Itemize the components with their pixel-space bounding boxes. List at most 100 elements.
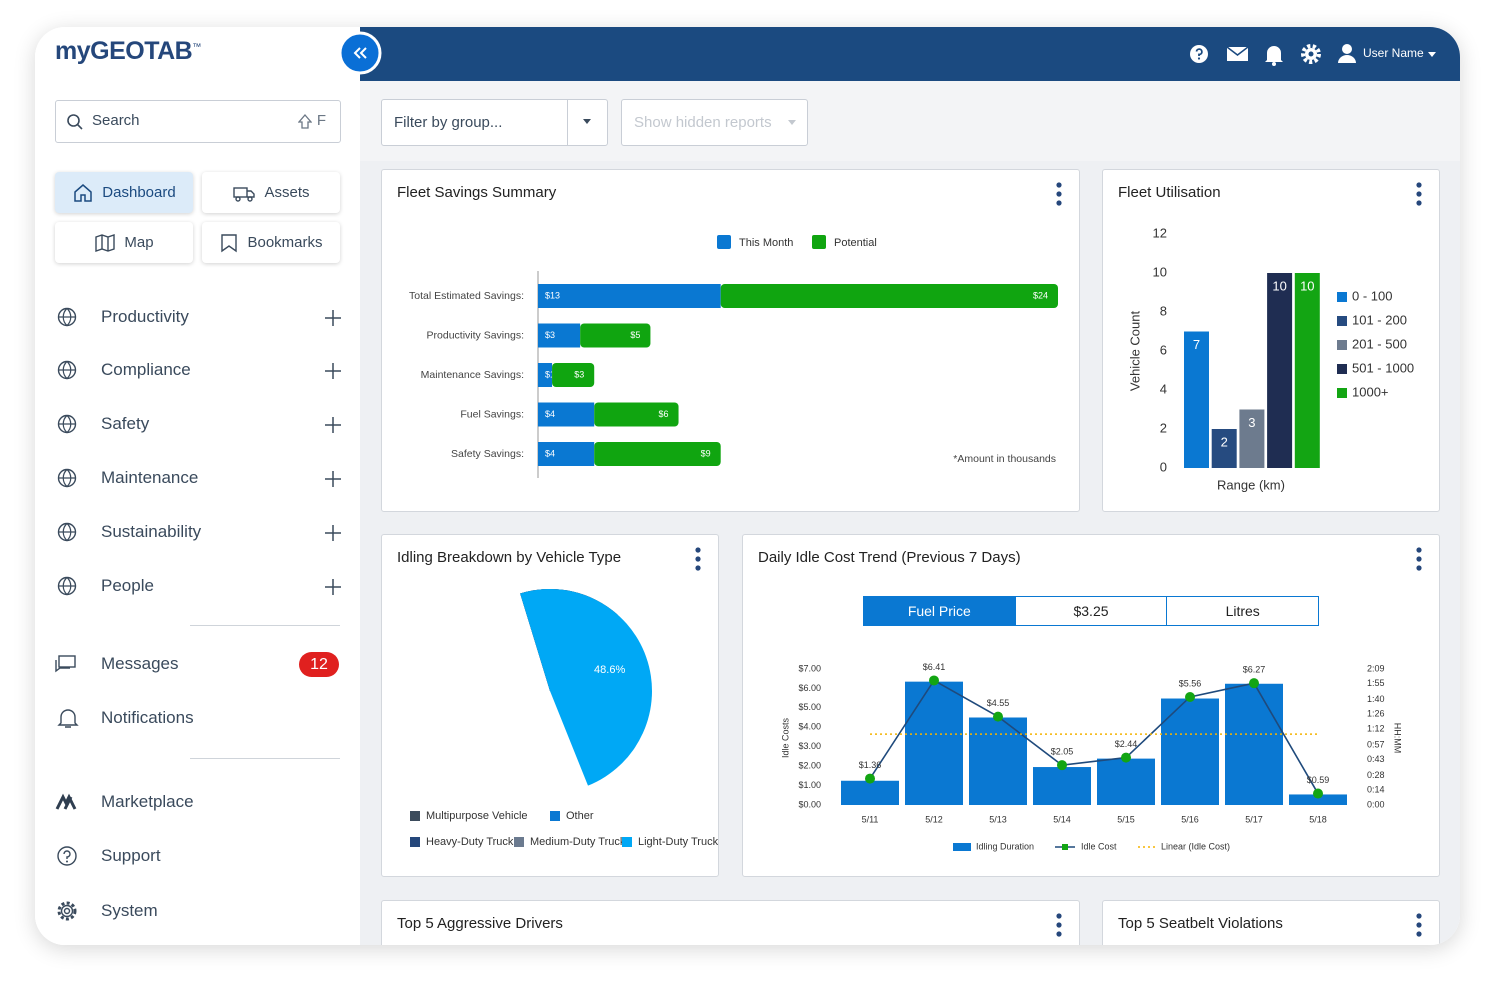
truck-icon	[233, 186, 256, 202]
legend-swatch	[1337, 340, 1347, 350]
nav-item[interactable]: Sustainability	[53, 517, 343, 547]
dashboard-button[interactable]: Dashboard	[55, 172, 193, 213]
nav-item[interactable]: Maintenance	[53, 463, 343, 493]
bookmarks-button[interactable]: Bookmarks	[202, 222, 340, 263]
expand-icon[interactable]	[323, 415, 343, 435]
toggle-button[interactable]: Litres	[1225, 603, 1260, 619]
nav-item[interactable]: Safety	[53, 409, 343, 439]
search-icon	[67, 114, 83, 130]
legend-swatch	[1062, 844, 1068, 850]
chart-note: *Amount in thousands	[953, 453, 1056, 465]
x-tick-label: 5/13	[989, 814, 1007, 824]
bell-button[interactable]	[1265, 46, 1283, 62]
user-caret[interactable]	[1428, 52, 1436, 57]
message-count: 12	[299, 652, 339, 677]
dropdown-caret	[788, 120, 796, 125]
group-filter[interactable]: Filter by group...	[381, 99, 608, 146]
value-label: 3	[1248, 415, 1255, 430]
widget-menu[interactable]	[1055, 182, 1063, 206]
search-box[interactable]: Search F	[55, 100, 341, 143]
hidden-reports-filter[interactable]: Show hidden reports	[621, 99, 808, 146]
value-label: $4	[545, 409, 555, 419]
nav-item[interactable]: Marketplace	[53, 787, 343, 817]
widget-menu[interactable]	[1415, 547, 1423, 571]
nav-label: Marketplace	[101, 792, 194, 811]
bell-icon	[57, 709, 79, 728]
nav-icon	[57, 307, 77, 327]
widget-menu[interactable]	[1415, 182, 1423, 206]
assets-button[interactable]: Assets	[202, 172, 340, 213]
collapse-button[interactable]	[338, 31, 382, 75]
dropdown-caret	[583, 119, 591, 124]
x-axis-label: Range (km)	[1217, 477, 1285, 492]
nav-item[interactable]: People	[53, 571, 343, 601]
line-marker	[993, 711, 1003, 722]
y2-axis-label: HH:MM	[1393, 723, 1403, 754]
widget-menu[interactable]	[1415, 913, 1423, 937]
value-label: 10	[1272, 278, 1286, 293]
user-avatar[interactable]	[1342, 44, 1352, 54]
y2-tick-label: 0:00	[1367, 799, 1385, 809]
nav-label: Compliance	[101, 360, 191, 379]
settings-button[interactable]	[1301, 44, 1321, 64]
y2-tick-label: 2:09	[1367, 663, 1385, 673]
nav-item[interactable]: Support	[53, 841, 343, 871]
nav-item[interactable]: Messages	[53, 649, 343, 679]
x-tick-label: 5/17	[1245, 814, 1263, 824]
bar-segment	[594, 442, 721, 466]
user-name[interactable]: User Name	[1363, 46, 1424, 60]
y-axis-label: Vehicle Count	[1127, 311, 1142, 392]
search-shortcut: F	[316, 112, 326, 129]
messages-icon	[55, 655, 76, 673]
value-label: $1	[545, 369, 555, 379]
legend-label: 101 - 200	[1352, 312, 1407, 327]
legend-swatch	[953, 843, 971, 851]
y-tick-label: $6.00	[798, 683, 821, 693]
legend-label: Multipurpose Vehicle	[426, 810, 528, 822]
content: Filter by group... Show hidden reports T…	[360, 81, 1460, 945]
chart: This Month Potential Total Estimated Savin…	[409, 235, 1058, 478]
bar	[841, 780, 899, 805]
map-button[interactable]: Map	[55, 222, 193, 263]
bar-segment	[594, 402, 679, 427]
nav-item[interactable]: Productivity	[53, 302, 343, 332]
value-label: $0.59	[1307, 775, 1330, 785]
value-label: 48.6%	[594, 664, 625, 676]
widget: $0.00 $1.00 $2.00 $3.00 $4.00 $5.00 $6.00 $7.00…	[742, 534, 1440, 877]
category-label: Safety Savings:	[451, 448, 524, 460]
widget-menu[interactable]	[1055, 913, 1063, 937]
value-label: $5.56	[1179, 678, 1202, 688]
toggle-button[interactable]: $3.25	[1016, 597, 1168, 625]
nav-item[interactable]: System	[53, 896, 343, 926]
expand-icon[interactable]	[323, 361, 343, 381]
quick-link: Bookmarks	[247, 234, 323, 251]
nav-item[interactable]: Notifications	[53, 703, 343, 733]
y2-tick-label: 0:28	[1367, 770, 1385, 780]
widget-menu[interactable]	[694, 547, 702, 571]
toggle-button[interactable]: Fuel Price	[864, 597, 1016, 625]
value-label: $3	[545, 330, 555, 340]
home-icon	[74, 183, 93, 202]
legend-label: Other	[566, 810, 594, 822]
shift-icon	[298, 114, 312, 129]
top-bar: User Name	[360, 27, 1460, 81]
y-tick-label: 8	[1160, 303, 1167, 318]
widget: Top 5 Seatbelt Violations	[1102, 900, 1440, 945]
legend-swatch	[410, 811, 420, 821]
expand-icon[interactable]	[323, 469, 343, 489]
nav-item[interactable]: Compliance	[53, 355, 343, 385]
divider	[190, 625, 340, 626]
group-filter-text: Filter by group...	[394, 114, 503, 131]
expand-icon[interactable]	[323, 577, 343, 597]
bar-segment	[720, 284, 1058, 308]
sidebar: myGEOTAB™ Search F Dashboard Assets Map …	[35, 27, 360, 945]
y-tick-label: $3.00	[798, 741, 821, 751]
expand-icon[interactable]	[323, 308, 343, 328]
legend-swatch	[717, 235, 731, 249]
legend-label: This Month	[739, 237, 793, 249]
bar	[1211, 429, 1237, 468]
header-icons	[1190, 44, 1436, 66]
y-tick-label: 0	[1160, 459, 1167, 474]
y-tick-label: 4	[1160, 381, 1167, 396]
expand-icon[interactable]	[323, 523, 343, 543]
